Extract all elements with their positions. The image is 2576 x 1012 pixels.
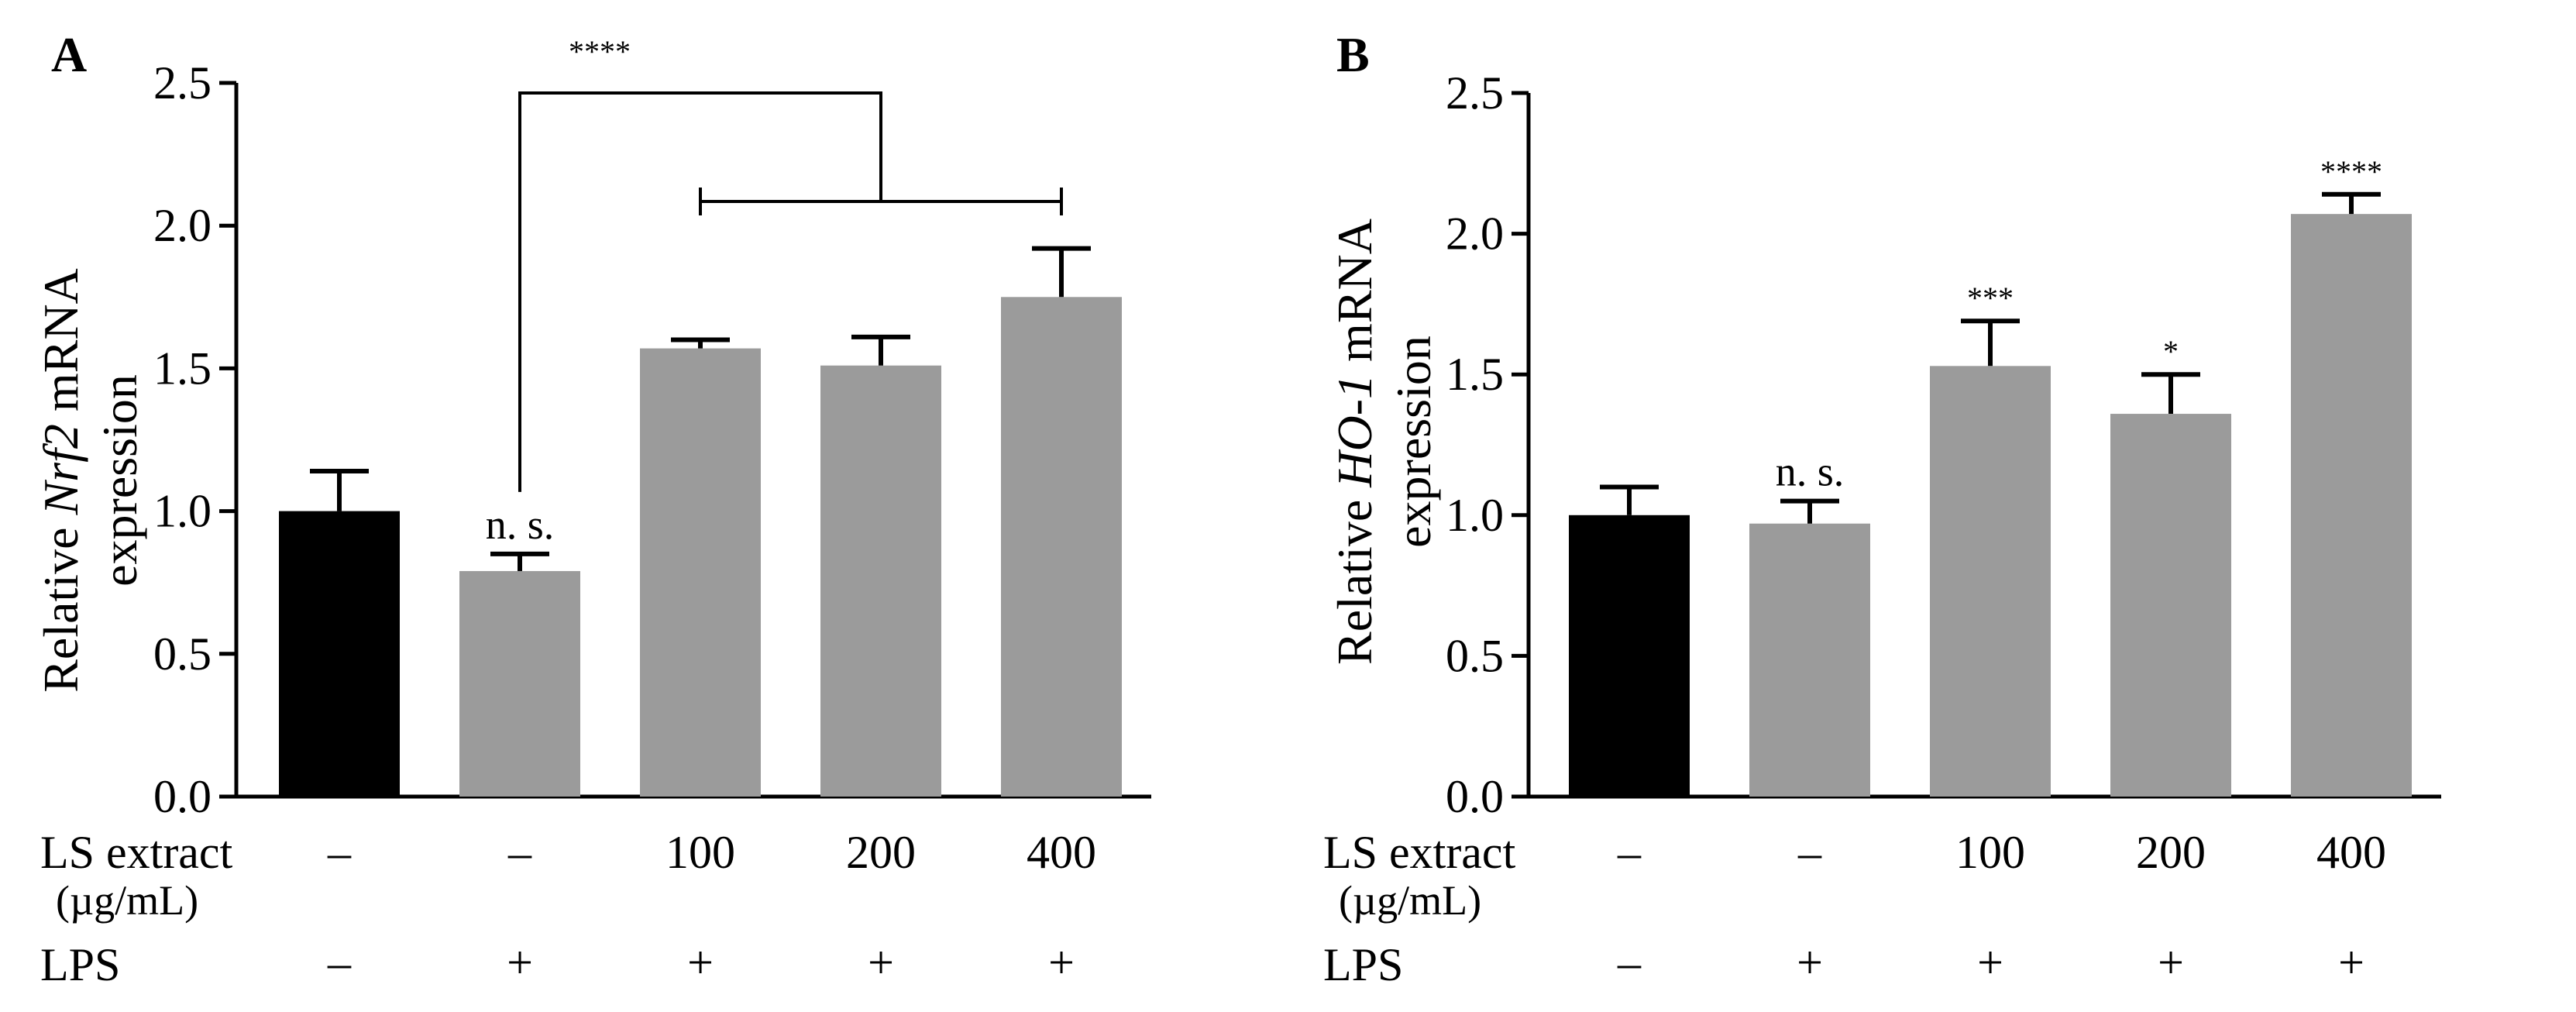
panel-a-ytick-label-4: 2.0 — [153, 200, 212, 251]
panel-b-bar-label-2: *** — [1967, 281, 2014, 315]
panel-a-ls-value-4: 400 — [1027, 827, 1096, 878]
panel-b-ytick-label-0: 0.0 — [1446, 771, 1504, 822]
panel-b-bar-0 — [1569, 515, 1690, 797]
panel-a-lps-value-0: – — [327, 937, 352, 988]
panel-b-ytick-label-1: 0.5 — [1446, 630, 1504, 681]
panel-b-ylabel-pre: Relative — [1327, 487, 1382, 665]
panel-b-bar-1 — [1749, 523, 1870, 797]
panel-a-ylabel-line2: expression — [92, 374, 147, 587]
panel-b-ylabel: Relative HO-1 mRNA expression — [1327, 219, 1441, 665]
panel-b-ylabel-line1: Relative HO-1 mRNA — [1327, 219, 1382, 665]
panel-a-ls-value-2: 100 — [665, 827, 735, 878]
panel-a-lps-value-4: + — [1048, 937, 1075, 988]
panel-a-ylabel-post: mRNA — [33, 268, 88, 424]
panel-a-ytick-label-3: 1.5 — [153, 342, 212, 394]
panel-a-bar-0 — [279, 511, 400, 797]
panel-b-letter: B — [1336, 27, 1370, 82]
panel-b: B Relative HO-1 mRNA expression LS extra… — [1323, 27, 2441, 990]
panel-b-ls-unit: (µg/mL) — [1339, 877, 1481, 924]
panel-b-bar-4 — [2291, 214, 2412, 797]
panel-b-ylabel-post: mRNA — [1327, 219, 1382, 374]
panel-a-bar-2 — [640, 348, 761, 797]
panel-a-bracket-label: **** — [569, 34, 631, 69]
panel-a-ytick-label-0: 0.0 — [153, 771, 212, 822]
panel-b-bar-3 — [2110, 414, 2231, 797]
panel-a-bar-label-1: n. s. — [486, 501, 555, 548]
panel-b-lps-value-0: – — [1617, 937, 1642, 988]
panel-a: A Relative Nrf2 mRNA expression LS extra… — [33, 27, 1151, 990]
panel-b-bar-label-3: * — [2163, 334, 2179, 369]
panel-a-plot: 0.0 0.5 1.0 1.5 2.0 2.5 – – n. s. – +100 +200 +400 + *… — [153, 34, 1151, 988]
panel-b-ls-value-1: – — [1797, 827, 1822, 878]
panel-b-ls-value-0: – — [1617, 827, 1642, 878]
panel-a-ytick-label-1: 0.5 — [153, 628, 212, 680]
panel-a-ytick-label-2: 1.0 — [153, 486, 212, 537]
panel-a-letter: A — [51, 27, 87, 82]
panel-b-lps-value-2: + — [1977, 937, 2003, 988]
panel-a-ls-value-0: – — [327, 827, 352, 878]
panel-a-ls-value-1: – — [507, 827, 532, 878]
panel-b-ls-value-2: 100 — [1955, 827, 2025, 878]
panel-a-ylabel-line1: Relative Nrf2 mRNA — [33, 268, 88, 693]
panel-a-lps-value-2: + — [687, 937, 714, 988]
panel-b-bar-label-1: n. s. — [1776, 449, 1845, 495]
panel-a-ls-unit: (µg/mL) — [56, 877, 198, 924]
panel-a-ls-value-3: 200 — [846, 827, 916, 878]
panel-b-ytick-label-4: 2.0 — [1446, 208, 1504, 260]
panel-b-ylabel-line2: expression — [1386, 336, 1441, 548]
panel-b-lps-row-label: LPS — [1323, 939, 1403, 990]
panel-b-lps-value-1: + — [1797, 937, 1823, 988]
panel-a-bar-3 — [820, 365, 941, 797]
panel-a-ylabel-pre: Relative — [33, 515, 88, 693]
panel-a-bracket-main — [518, 91, 882, 492]
panel-a-ylabel-gene: Nrf2 — [33, 424, 88, 515]
panel-a-bar-1 — [459, 570, 580, 797]
panel-b-ylabel-gene: HO-1 — [1327, 374, 1382, 488]
panel-b-plot: 0.0 0.5 1.0 1.5 2.0 2.5 – – n. s. – + *** 100 + * 200 + *… — [1446, 67, 2441, 988]
panel-b-ls-row-label: LS extract — [1323, 827, 1516, 878]
panel-b-ytick-label-2: 1.0 — [1446, 490, 1504, 541]
panel-a-ls-row-label: LS extract — [40, 827, 233, 878]
panel-a-lps-value-3: + — [868, 937, 894, 988]
panel-b-ytick-label-5: 2.5 — [1446, 67, 1504, 119]
panel-b-ls-value-3: 200 — [2136, 827, 2206, 878]
panel-b-bar-2 — [1930, 366, 2051, 797]
panel-a-ytick-label-5: 2.5 — [153, 57, 212, 108]
panel-a-lps-row-label: LPS — [40, 939, 120, 990]
panel-a-bar-4 — [1001, 297, 1122, 797]
panel-b-ls-value-4: 400 — [2316, 827, 2386, 878]
panel-b-ytick-label-3: 1.5 — [1446, 349, 1504, 400]
panel-a-ylabel: Relative Nrf2 mRNA expression — [33, 268, 147, 693]
panel-b-bar-label-4: **** — [2320, 154, 2382, 189]
panel-b-lps-value-4: + — [2338, 937, 2364, 988]
panel-b-lps-value-3: + — [2158, 937, 2184, 988]
panel-a-lps-value-1: + — [507, 937, 533, 988]
